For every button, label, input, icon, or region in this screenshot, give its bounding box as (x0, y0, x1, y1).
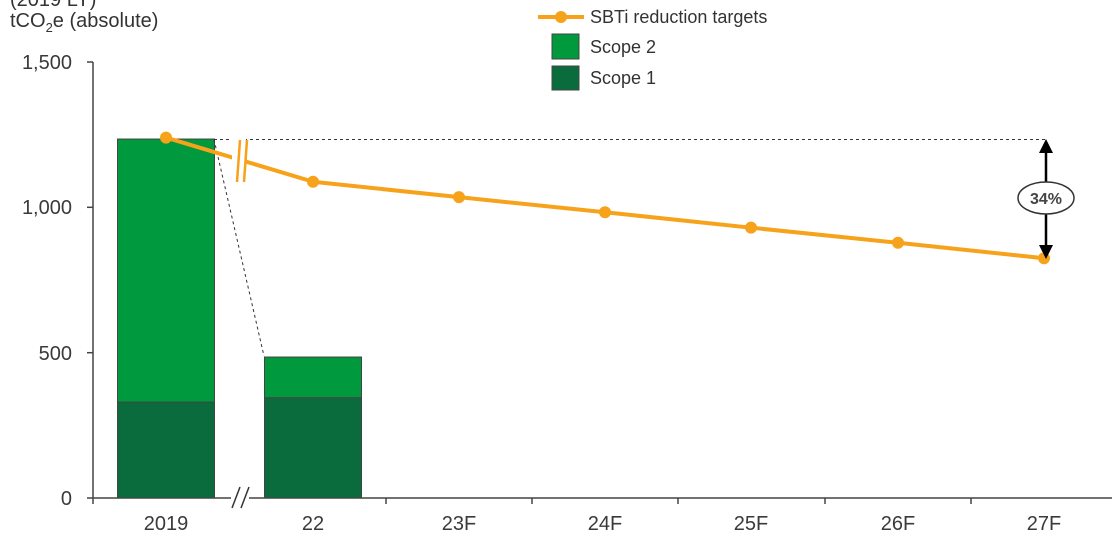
x-tick-label: 25F (734, 513, 768, 535)
legend-item-sbti: SBTi reduction targets (538, 7, 767, 27)
arrow-down-icon (1039, 245, 1053, 259)
bar-scope1 (264, 397, 362, 499)
connector-dashed-line (213, 139, 265, 357)
sbti-target-point (599, 206, 611, 219)
sbti-target-point (453, 191, 465, 204)
target-line-layer (160, 131, 1050, 265)
x-tick-label: 23F (442, 513, 476, 535)
legend-item-scope2: Scope 2 (551, 33, 656, 60)
bar-scope2 (117, 138, 215, 403)
y-tick-label: 1,500 (22, 52, 72, 74)
legend-item-scope1: Scope 1 (551, 65, 656, 91)
bar-layer (117, 138, 362, 499)
chart-title: (2019 LY) (10, 0, 96, 11)
x-tick-label: 26F (881, 513, 915, 535)
legend-label-sbti: SBTi reduction targets (590, 7, 767, 27)
legend-swatch-scope1 (551, 65, 580, 91)
sbti-target-point (892, 236, 904, 249)
line-break-marker (232, 138, 249, 184)
reduction-percent-badge (1017, 181, 1075, 215)
y-axis (87, 61, 94, 499)
arrow-up-icon (1039, 139, 1053, 153)
y-tick-label: 1,000 (22, 197, 72, 219)
x-tick-label: 27F (1027, 513, 1061, 535)
x-tick-label: 2019 (144, 513, 189, 535)
x-tick-layer: 2019 22 23F 24F 25F 26F 27F (92, 498, 1061, 535)
bar-scope1 (117, 401, 215, 499)
y-tick-labels: 1,500 1,000 500 0 (22, 52, 72, 510)
legend-marker-icon (555, 11, 567, 23)
sbti-target-point (160, 131, 172, 144)
y-tick-label: 500 (39, 343, 72, 365)
x-axis-break-marker (231, 486, 250, 509)
bar-scope2 (264, 356, 362, 399)
x-tick-label: 24F (588, 513, 622, 535)
reduction-annotation: 34% (1017, 139, 1075, 259)
legend-label-scope2: Scope 2 (590, 37, 656, 57)
legend: SBTi reduction targets Scope 2 Scope 1 (538, 7, 767, 91)
legend-label-scope1: Scope 1 (590, 68, 656, 88)
y-tick-label: 0 (61, 488, 72, 510)
y-axis-label: tCO2e (absolute) (10, 10, 158, 35)
sbti-target-point (307, 175, 319, 188)
reduction-percent-label: 34% (1030, 191, 1062, 208)
legend-swatch-scope2 (551, 33, 580, 60)
sbti-target-line (165, 135, 1045, 261)
sbti-target-point (745, 221, 757, 234)
x-tick-label: 22 (302, 513, 324, 535)
